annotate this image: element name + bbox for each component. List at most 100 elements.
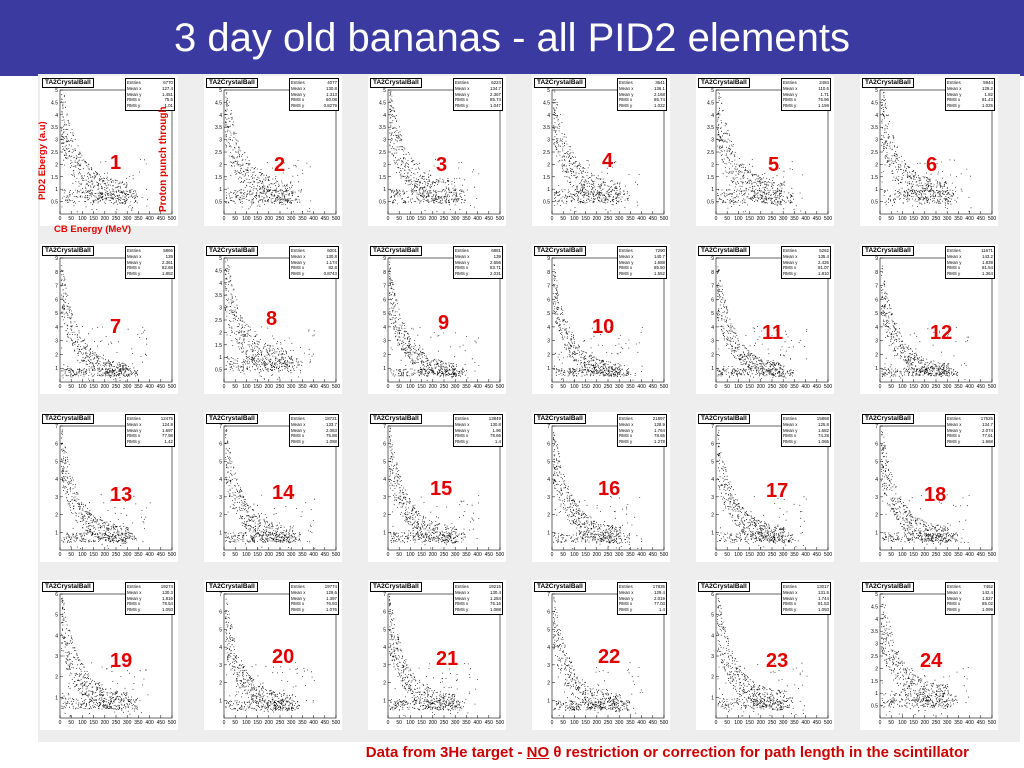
histogram-title: TA2CrystalBall [698,582,750,592]
stats-value: 134.7 [982,421,993,427]
x-tick-label: 200 [265,384,274,390]
stats-row: Mean y 1.397 [291,596,337,602]
y-tick-label: 8 [383,270,386,276]
x-tick-label: 450 [977,216,986,222]
histogram-grid: 0 50 100 150 200 250 300 350 400 450 500 0.5 1 1.5 2 2.… [38,74,1020,742]
histogram-title: TA2CrystalBall [370,414,422,424]
stats-row: Entries 6224 [455,80,501,86]
stats-label: RMS x [455,601,469,607]
stats-label: RMS x [455,265,469,271]
stats-box: Entries 6770 Mean x 127.4 Mean y 1.451 RMS x 75… [125,78,175,111]
stats-value: 1.397 [326,595,337,601]
scatter-plot: 0 50 100 150 200 250 300 350 400 450 500 0.5 1 1.5 2 2.… [871,592,996,726]
y-tick-label: 2.5 [871,654,878,660]
y-tick-label: 5 [711,88,714,94]
stats-label: Mean y [127,595,142,601]
y-tick-label: 6 [383,442,386,448]
x-tick-label: 150 [581,552,590,558]
x-tick-label: 400 [637,552,646,558]
element-number: 21 [436,648,459,670]
stats-row: Entries 11671 [947,248,993,254]
stats-label: Mean y [947,259,962,265]
y-tick-label: 4 [711,113,714,119]
y-tick-label: 4 [383,477,386,483]
stats-row: RMS x 78.66 [455,433,501,439]
stats-box: Entries 17625 Mean x 134.7 Mean y 2.074 RMS x 7… [945,414,995,447]
scatter-plot: 0 50 100 150 200 250 300 350 400 450 500 0.5 1 1.5 2 2.… [379,88,504,222]
y-tick-label: 6 [219,610,222,616]
x-tick-label: 500 [332,216,341,222]
y-tick-label: 2 [547,162,550,168]
stats-row: RMS y 1.099 [947,607,993,613]
stats-value: 2.656 [490,259,501,265]
x-tick-label: 400 [965,216,974,222]
stats-label: RMS x [619,433,633,439]
scatter-points [225,429,316,549]
histogram-panel-24: 0 50 100 150 200 250 300 350 400 450 500 0.5 1 1.5 2 2.… [860,580,998,730]
stats-row: RMS y 1.278 [619,439,665,445]
y-tick-label: 4.5 [543,100,550,106]
x-tick-label: 500 [496,552,505,558]
x-tick-label: 300 [287,384,296,390]
y-tick-label: 2.5 [543,150,550,156]
x-tick-label: 100 [570,720,579,726]
x-tick-label: 250 [604,216,613,222]
y-tick-label: 3 [55,495,58,501]
histogram-panel-18: 0 50 100 150 200 250 300 350 400 450 500 1 2 3 4 5 6 7 TA2… [860,412,998,562]
stats-value: 2.019 [654,595,665,601]
x-tick-label: 50 [724,720,730,726]
element-number: 13 [110,484,133,506]
stats-row: Entries 13849 [455,416,501,422]
stats-label: RMS x [127,601,141,607]
histogram-panel-4: 0 50 100 150 200 250 300 350 400 450 500 0.5 1 1.5 2 2.… [532,76,670,226]
stats-row: Entries 13017 [783,584,829,590]
y-tick-label: 7 [547,284,550,290]
y-tick-label: 1 [875,691,878,697]
y-tick-label: 2 [711,513,714,519]
y-tick-label: 6 [383,297,386,303]
x-tick-label: 150 [745,720,754,726]
stats-value: 81.07 [818,265,829,271]
x-tick-label: 350 [298,552,307,558]
stats-label: Mean x [291,589,306,595]
stats-label: RMS y [291,271,305,277]
x-tick-label: 500 [332,384,341,390]
stats-row: RMS y 1.159 [783,103,829,109]
stats-value: 76.96 [818,97,829,103]
y-tick-label: 1 [55,530,58,536]
x-tick-label: 300 [943,552,952,558]
histogram-title: TA2CrystalBall [42,414,94,424]
y-tick-label: 7 [711,284,714,290]
scatter-plot: 0 50 100 150 200 250 300 350 400 450 500 0.5 1 1.5 2 2.… [51,88,176,222]
stats-row: Mean x 128.9 [619,422,665,428]
element-number: 14 [272,482,295,504]
stats-label: Mean y [127,427,142,433]
stats-value: 0.8279 [323,103,337,109]
stats-label: Mean x [783,421,798,427]
stats-value: 2.083 [326,427,337,433]
y-tick-label: 3.5 [707,125,714,131]
y-tick-label: 2 [875,666,878,672]
stats-row: RMS y 0.8279 [291,103,337,109]
y-tick-label: 2 [219,330,222,336]
stats-label: Entries [127,584,141,589]
scatter-point-cloud [881,265,969,380]
element-number: 22 [598,646,621,668]
stats-label: Mean x [619,589,634,595]
stats-row: Mean y 1.96 [455,428,501,434]
x-tick-label: 200 [429,216,438,222]
stats-label: Mean x [947,421,962,427]
x-tick-label: 100 [570,552,579,558]
stats-row: Mean y 1.174 [291,260,337,266]
stats-row: Mean x 129.6 [291,590,337,596]
stats-row: Mean x 139 [455,254,501,260]
x-tick-label: 500 [660,552,669,558]
stats-box: Entries 6881 Mean x 139 Mean y 2.656 RMS x 83.7… [453,246,503,279]
y-tick-label: 2.5 [215,318,222,324]
scatter-plot: 0 50 100 150 200 250 300 350 400 450 500 1 2 3 4 5 6 7 [55,424,176,558]
x-tick-label: 0 [223,384,226,390]
histogram-title: TA2CrystalBall [206,414,258,424]
x-tick-label: 50 [888,720,894,726]
x-tick-label: 400 [473,216,482,222]
